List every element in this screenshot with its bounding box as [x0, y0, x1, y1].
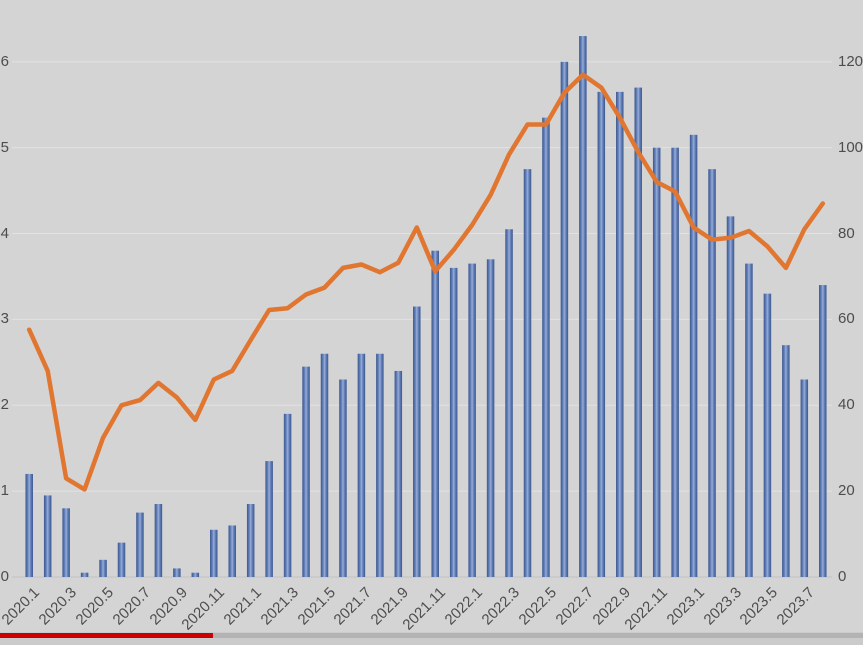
combo-chart — [12, 36, 832, 578]
bar — [782, 345, 790, 577]
right-axis-tick-label: 120 — [838, 52, 863, 70]
bar — [191, 572, 200, 577]
bar — [505, 229, 513, 577]
left-axis-tick-label: 1 — [0, 482, 9, 500]
bar-series — [25, 36, 827, 578]
bar — [136, 512, 144, 577]
bar — [542, 117, 550, 577]
bar — [357, 353, 366, 577]
player-strip — [0, 632, 863, 645]
bar — [745, 263, 753, 577]
bar — [283, 413, 292, 577]
bar — [394, 370, 403, 577]
bar — [210, 529, 218, 577]
bar — [154, 504, 163, 577]
left-axis-tick-label: 2 — [0, 396, 9, 414]
bar — [819, 285, 827, 577]
bar — [320, 353, 329, 577]
bar — [449, 267, 458, 577]
right-axis-tick-label: 60 — [838, 310, 855, 328]
bar — [689, 134, 698, 577]
video-progress-played — [0, 633, 214, 638]
bar — [652, 147, 661, 577]
bar — [763, 293, 772, 577]
bar — [246, 504, 255, 577]
left-axis-tick-label: 4 — [0, 224, 9, 242]
bar — [634, 87, 642, 577]
right-axis-tick-label: 40 — [838, 396, 855, 414]
bar — [800, 379, 809, 577]
right-axis-tick-label: 20 — [838, 482, 855, 500]
bar — [265, 461, 273, 577]
bar — [579, 36, 587, 578]
bar — [468, 263, 476, 577]
bar — [25, 473, 33, 577]
bar — [616, 91, 624, 578]
bar — [99, 559, 107, 577]
video-seek-bar[interactable] — [0, 633, 863, 638]
right-axis-tick-label: 100 — [838, 138, 863, 156]
bar — [560, 61, 569, 577]
right-axis-tick-label: 80 — [838, 224, 855, 242]
left-axis-tick-label: 0 — [0, 568, 9, 585]
bar — [117, 542, 126, 577]
bar — [671, 147, 679, 577]
bar — [302, 366, 310, 577]
bar — [597, 91, 606, 578]
bar — [431, 250, 439, 577]
bar — [486, 259, 495, 577]
bar — [708, 169, 716, 577]
bar — [339, 379, 347, 577]
bar — [43, 495, 52, 577]
right-axis-tick-label: 0 — [838, 568, 847, 585]
left-axis-tick-label: 5 — [0, 138, 9, 156]
bar — [228, 525, 236, 577]
bar — [523, 169, 532, 577]
bar — [173, 568, 181, 577]
left-axis-tick-label: 6 — [0, 52, 9, 70]
bar — [726, 216, 735, 578]
bar — [376, 353, 384, 577]
bar — [80, 572, 89, 577]
left-axis-tick-label: 3 — [0, 310, 9, 328]
bar — [62, 508, 70, 577]
bar — [413, 306, 421, 577]
line-series — [26, 72, 826, 492]
gridlines — [12, 61, 832, 578]
